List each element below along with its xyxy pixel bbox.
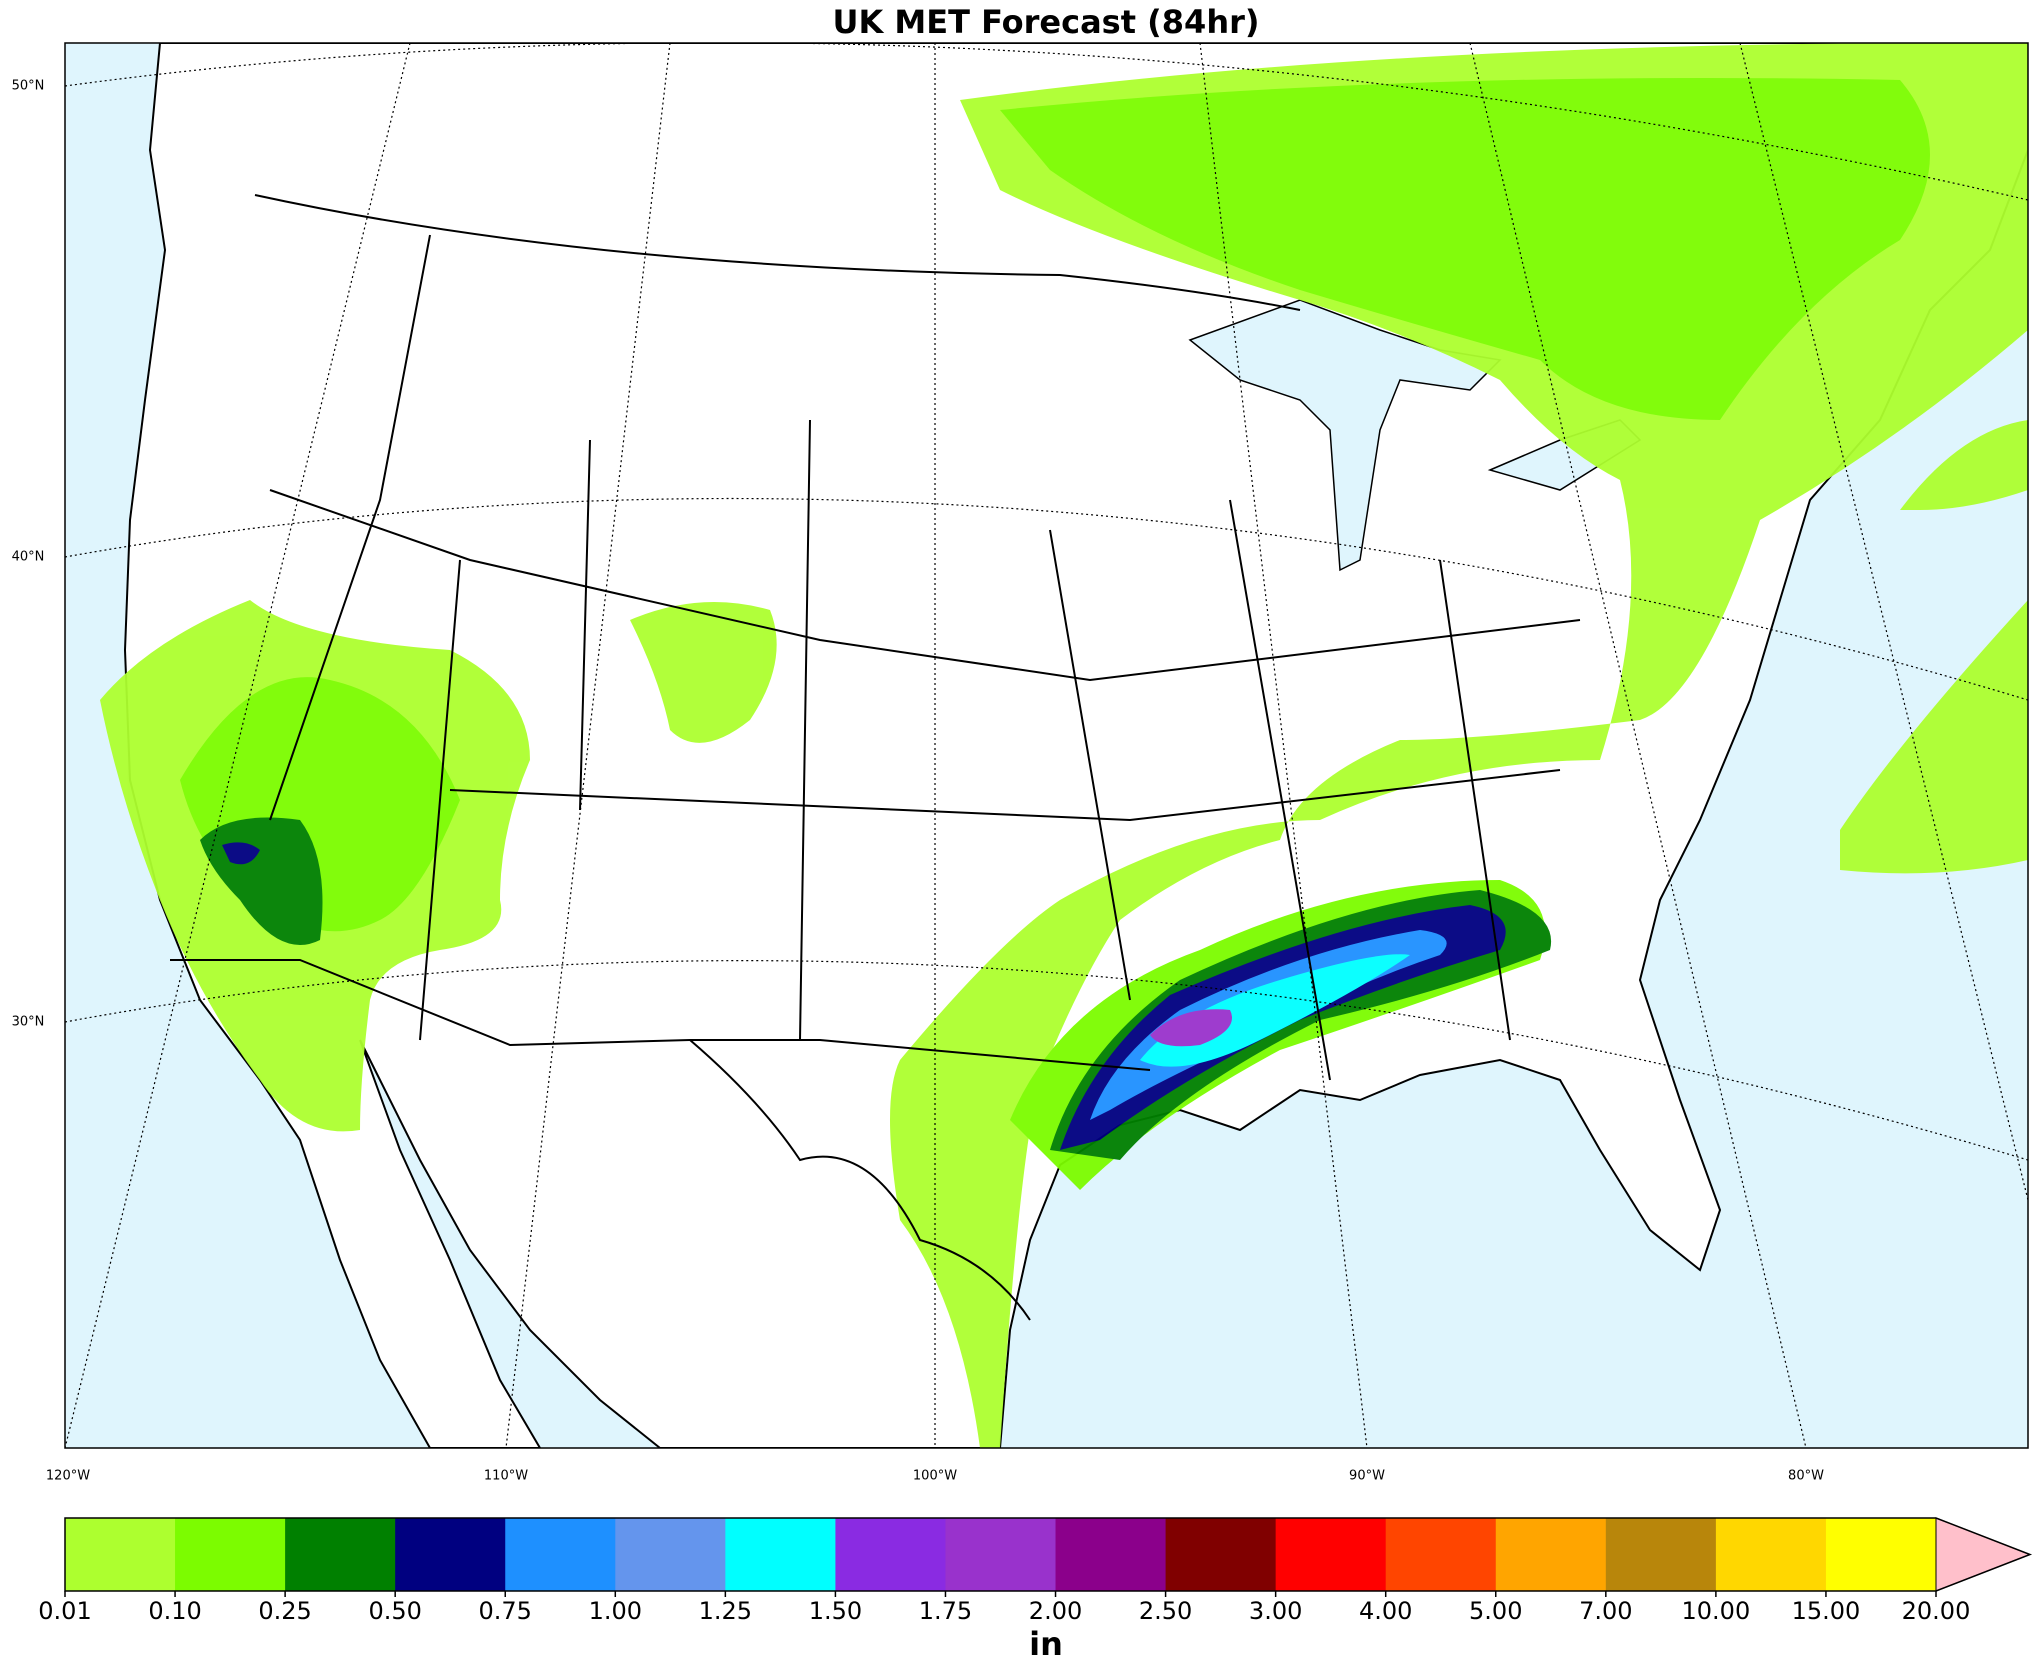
colorbar-label: 4.00 <box>1359 1597 1412 1625</box>
color-box <box>1275 1518 1387 1591</box>
color-box <box>395 1518 506 1591</box>
color-box <box>1495 1518 1607 1591</box>
color-box <box>1165 1518 1277 1591</box>
colorbar-label: 3.00 <box>1249 1597 1302 1625</box>
lat-label: 50°N <box>12 79 45 94</box>
precip-contours <box>100 43 2028 1448</box>
colorbar-label: 0.50 <box>368 1597 421 1625</box>
map-frame <box>64 42 2029 1449</box>
colorbar-label: 1.25 <box>699 1597 752 1625</box>
colorbar-label: 15.00 <box>1792 1597 1861 1625</box>
color-box <box>1605 1518 1717 1591</box>
colorbar-label: 1.75 <box>919 1597 972 1625</box>
lon-label: 80°W <box>1788 1469 1824 1484</box>
color-box <box>1055 1518 1167 1591</box>
color-box <box>835 1518 946 1591</box>
lon-label: 110°W <box>484 1469 528 1484</box>
colorbar-label: 1.50 <box>809 1597 862 1625</box>
title: UK MET Forecast (84hr) <box>832 3 1259 41</box>
color-box <box>1825 1518 1937 1591</box>
colorbar-label: 20.00 <box>1902 1597 1971 1625</box>
graticule <box>65 43 2028 1448</box>
colorbar-unit: in <box>1029 1625 1063 1663</box>
colorbar-label: 10.00 <box>1682 1597 1751 1625</box>
color-box <box>285 1518 396 1591</box>
colorbar-label: 0.25 <box>258 1597 311 1625</box>
lon-label: 90°W <box>1349 1469 1385 1484</box>
colorbar-label: 2.00 <box>1029 1597 1082 1625</box>
colorbar-label: 0.75 <box>479 1597 532 1625</box>
color-box <box>945 1518 1057 1591</box>
colorbar-label: 7.00 <box>1579 1597 1632 1625</box>
lat-label: 40°N <box>12 550 45 565</box>
colorbar-label: 0.10 <box>148 1597 201 1625</box>
color-box <box>175 1518 286 1591</box>
map: 50°N 40°N 30°N 120°W 110°W 100°W 90°W 80°W <box>12 42 2029 1484</box>
colorbar-label: 2.50 <box>1139 1597 1192 1625</box>
colorbar-label: 0.01 <box>38 1597 91 1625</box>
color-box <box>615 1518 726 1591</box>
lon-label: 120°W <box>46 1469 90 1484</box>
color-box <box>65 1518 176 1591</box>
color-box <box>1385 1518 1497 1591</box>
extend-arrow <box>1935 1517 2032 1592</box>
state-borders <box>170 194 1581 1321</box>
colorbar-label: 5.00 <box>1469 1597 1522 1625</box>
lon-label: 100°W <box>913 1469 957 1484</box>
colorbar-outline <box>64 1517 2033 1592</box>
color-box <box>725 1518 836 1591</box>
colorbar: 0.01 0.10 0.25 0.50 0.75 1.00 1.25 1.50 1.75 2.00… <box>38 1517 2033 1663</box>
color-box <box>505 1518 616 1591</box>
color-box <box>1715 1518 1827 1591</box>
colorbar-label: 1.00 <box>589 1597 642 1625</box>
lat-label: 30°N <box>12 1015 45 1030</box>
